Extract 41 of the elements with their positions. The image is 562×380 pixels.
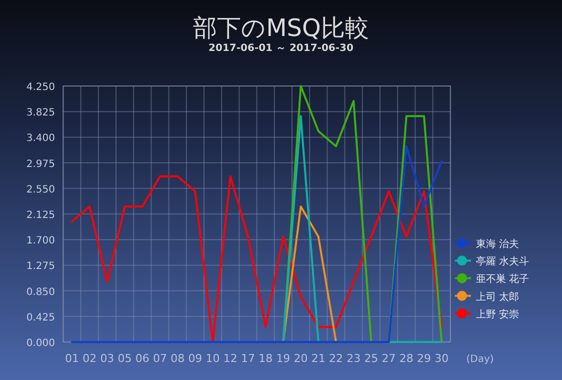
- x-tick-label: 06: [135, 352, 150, 365]
- legend-label: 上野 安崇: [476, 308, 520, 320]
- x-tick-label: 27: [382, 352, 396, 365]
- y-tick-label: 0.425: [26, 312, 55, 324]
- x-tick-label: 05: [118, 352, 132, 365]
- x-tick-label: 02: [82, 352, 97, 365]
- y-tick-label: 4.250: [26, 82, 55, 93]
- x-tick-label: 08: [170, 352, 185, 365]
- x-tick-label: 19: [276, 352, 290, 365]
- legend-label: 亭羅 水夫斗: [476, 256, 530, 268]
- x-tick-label: 18: [258, 352, 273, 365]
- x-tick-label: 01: [65, 352, 79, 365]
- x-tick-label: 23: [346, 352, 361, 365]
- x-tick-label: 25: [364, 352, 378, 365]
- y-tick-label: 2.975: [26, 158, 55, 170]
- chart-title: 部下のMSQ比較: [193, 14, 369, 42]
- x-tick-label: 07: [153, 352, 167, 365]
- x-tick-label: 28: [399, 352, 414, 365]
- x-tick-label: 17: [241, 352, 255, 365]
- x-tick-label: 03: [100, 352, 114, 365]
- chart-subtitle: 2017-06-01 ～ 2017-06-30: [208, 43, 354, 54]
- y-tick-label: 0.000: [26, 338, 55, 349]
- y-tick-label: 3.400: [26, 133, 55, 144]
- y-tick-label: 1.275: [26, 261, 55, 272]
- legend-label: 亜不巣 花子: [476, 273, 530, 286]
- legend-label: 東海 治夫: [476, 238, 520, 250]
- y-tick-label: 2.550: [26, 184, 55, 196]
- x-tick-label: 09: [188, 352, 202, 365]
- x-tick-label: 20: [294, 352, 308, 365]
- x-tick-label: 12: [223, 352, 238, 365]
- y-tick-label: 1.700: [26, 236, 55, 247]
- x-tick-label: 30: [434, 352, 449, 365]
- x-axis-title: (Day): [466, 354, 494, 365]
- y-tick-label: 2.125: [26, 210, 55, 221]
- x-tick-label: 22: [329, 352, 343, 365]
- x-tick-label: 10: [206, 352, 220, 365]
- x-tick-label: 21: [311, 352, 326, 365]
- x-tick-label: 29: [417, 352, 431, 365]
- legend-label: 上司 太郎: [476, 290, 520, 303]
- y-tick-label: 3.825: [26, 108, 55, 119]
- y-tick-label: 0.850: [26, 286, 55, 298]
